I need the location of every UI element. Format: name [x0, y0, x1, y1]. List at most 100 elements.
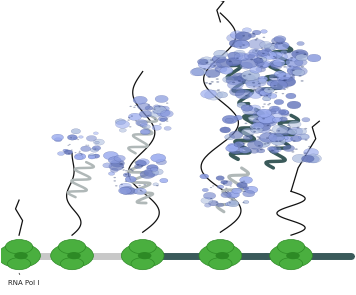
Ellipse shape	[294, 59, 307, 66]
Ellipse shape	[262, 48, 272, 54]
Ellipse shape	[200, 89, 217, 98]
Ellipse shape	[247, 54, 255, 58]
Ellipse shape	[256, 67, 266, 72]
Ellipse shape	[73, 137, 78, 140]
Ellipse shape	[108, 157, 121, 164]
Ellipse shape	[283, 53, 287, 54]
Ellipse shape	[289, 60, 293, 61]
Ellipse shape	[153, 109, 156, 110]
Ellipse shape	[156, 185, 159, 186]
Ellipse shape	[241, 71, 260, 81]
Ellipse shape	[192, 68, 206, 76]
Ellipse shape	[256, 61, 269, 68]
Ellipse shape	[238, 80, 241, 82]
Ellipse shape	[226, 34, 242, 42]
Ellipse shape	[226, 145, 239, 152]
Ellipse shape	[292, 154, 307, 163]
Ellipse shape	[260, 65, 263, 67]
Ellipse shape	[52, 134, 64, 141]
Ellipse shape	[200, 174, 209, 179]
Ellipse shape	[74, 153, 86, 160]
Ellipse shape	[229, 40, 242, 47]
Ellipse shape	[255, 60, 264, 66]
Ellipse shape	[307, 54, 321, 62]
Ellipse shape	[114, 155, 125, 162]
Ellipse shape	[267, 147, 275, 151]
Ellipse shape	[272, 37, 285, 45]
Ellipse shape	[158, 106, 161, 107]
Ellipse shape	[237, 182, 247, 188]
Ellipse shape	[211, 81, 214, 83]
Ellipse shape	[259, 133, 277, 142]
Ellipse shape	[110, 168, 118, 172]
Ellipse shape	[92, 146, 101, 150]
Ellipse shape	[241, 146, 244, 147]
Ellipse shape	[166, 120, 168, 122]
Ellipse shape	[255, 39, 257, 40]
Ellipse shape	[270, 80, 288, 90]
Ellipse shape	[292, 70, 295, 71]
Ellipse shape	[249, 49, 261, 56]
Ellipse shape	[215, 66, 227, 73]
Ellipse shape	[268, 54, 271, 56]
Ellipse shape	[246, 81, 261, 88]
Ellipse shape	[299, 75, 302, 77]
Ellipse shape	[115, 185, 117, 186]
Ellipse shape	[248, 39, 265, 49]
Ellipse shape	[139, 110, 152, 117]
Ellipse shape	[287, 129, 297, 135]
Ellipse shape	[242, 28, 252, 33]
Ellipse shape	[284, 79, 287, 81]
Ellipse shape	[138, 252, 151, 259]
Ellipse shape	[248, 73, 251, 75]
Ellipse shape	[115, 120, 130, 128]
Ellipse shape	[239, 46, 242, 47]
Ellipse shape	[288, 127, 303, 135]
Ellipse shape	[164, 126, 171, 130]
Ellipse shape	[240, 129, 243, 131]
Ellipse shape	[282, 79, 286, 81]
Ellipse shape	[90, 148, 99, 152]
Ellipse shape	[125, 174, 127, 175]
Ellipse shape	[257, 57, 267, 62]
Ellipse shape	[229, 146, 243, 154]
Ellipse shape	[235, 130, 238, 131]
Ellipse shape	[250, 128, 253, 130]
Ellipse shape	[119, 128, 126, 132]
Ellipse shape	[257, 148, 265, 153]
Ellipse shape	[160, 178, 168, 183]
Ellipse shape	[284, 144, 287, 145]
Ellipse shape	[272, 125, 288, 134]
Ellipse shape	[266, 109, 276, 115]
Ellipse shape	[227, 81, 244, 89]
Ellipse shape	[255, 50, 258, 52]
Ellipse shape	[129, 126, 131, 127]
Ellipse shape	[154, 106, 165, 112]
Ellipse shape	[279, 140, 282, 142]
Ellipse shape	[262, 118, 265, 119]
Ellipse shape	[283, 75, 286, 77]
Ellipse shape	[288, 52, 291, 53]
Ellipse shape	[221, 180, 227, 184]
Ellipse shape	[151, 167, 158, 171]
Ellipse shape	[235, 90, 252, 99]
Ellipse shape	[254, 139, 270, 148]
Ellipse shape	[153, 106, 166, 114]
Ellipse shape	[243, 181, 245, 182]
Ellipse shape	[245, 123, 247, 124]
Ellipse shape	[287, 67, 302, 75]
Ellipse shape	[239, 147, 251, 153]
Ellipse shape	[271, 137, 286, 145]
Ellipse shape	[201, 197, 213, 204]
Ellipse shape	[237, 69, 240, 71]
Ellipse shape	[69, 144, 71, 145]
Ellipse shape	[288, 66, 292, 67]
Ellipse shape	[269, 106, 279, 112]
Ellipse shape	[257, 78, 267, 84]
Ellipse shape	[203, 192, 216, 199]
Ellipse shape	[226, 181, 228, 182]
Ellipse shape	[258, 86, 261, 87]
Ellipse shape	[258, 83, 261, 84]
Ellipse shape	[287, 101, 301, 109]
Ellipse shape	[157, 109, 170, 117]
